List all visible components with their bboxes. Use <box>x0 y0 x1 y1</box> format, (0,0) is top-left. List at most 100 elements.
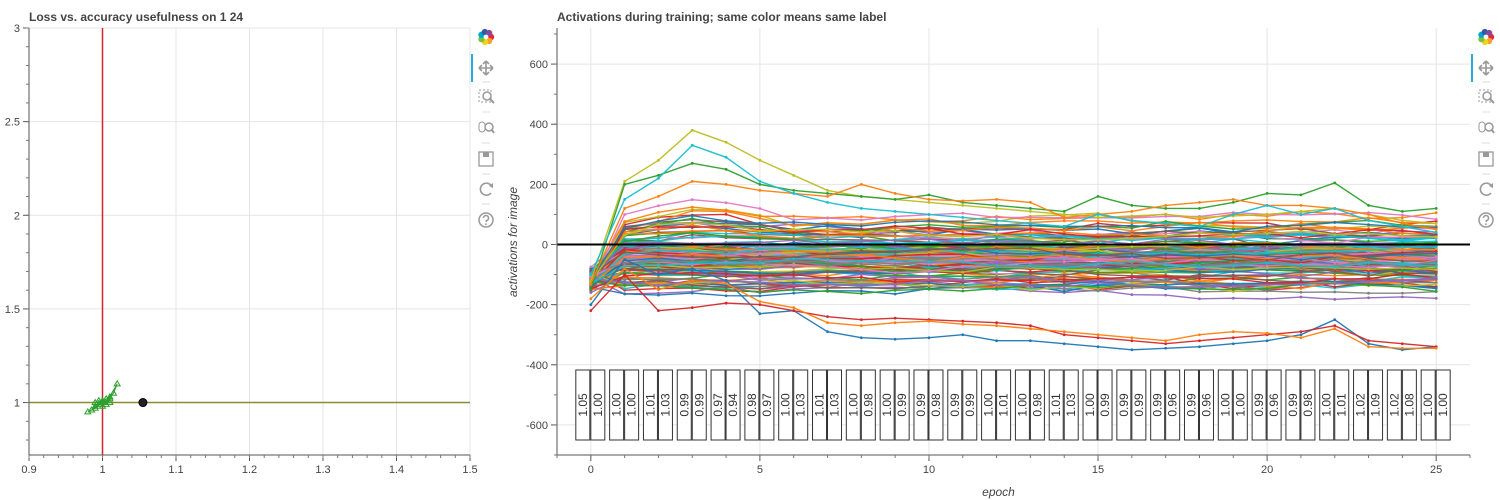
activation-series-point <box>1231 296 1235 300</box>
annotation-value-b: 1.03 <box>794 393 808 417</box>
activation-series-point <box>1164 237 1168 241</box>
activation-series-highlighted-point <box>1029 207 1032 210</box>
help-icon[interactable] <box>478 212 494 228</box>
annotation-box <box>1183 369 1199 441</box>
reset-icon[interactable] <box>1479 182 1493 196</box>
save-icon[interactable] <box>478 151 494 167</box>
annotation-box <box>710 369 726 441</box>
activation-series-point <box>792 270 796 274</box>
activation-series-highlighted-point <box>961 204 965 207</box>
activation-series-point <box>893 239 897 242</box>
reset-icon[interactable] <box>479 182 493 196</box>
activation-series-highlighted-point <box>1029 327 1032 331</box>
pan-icon[interactable] <box>478 60 494 76</box>
activation-series-point <box>1333 261 1337 264</box>
activation-series-point <box>1434 255 1438 259</box>
activation-series-point <box>1198 270 1201 274</box>
wheel-zoom-icon[interactable] <box>1478 121 1495 134</box>
activation-series-highlighted-point <box>690 161 694 165</box>
activation-series-highlighted-point <box>927 198 931 201</box>
activation-series-point <box>1130 286 1134 290</box>
bokeh-logo-petal <box>485 29 493 37</box>
activation-series <box>590 246 1437 285</box>
activation-series-point <box>1231 288 1235 291</box>
activation-series-highlighted-point <box>1029 339 1032 343</box>
activation-series-point <box>1434 296 1438 300</box>
activations-plot[interactable]: Activations during training; same color … <box>506 10 1471 499</box>
activation-series-point <box>1265 287 1269 290</box>
activation-series-point <box>1130 264 1134 268</box>
activation-series-point <box>1029 258 1032 262</box>
activation-series-point <box>1265 254 1269 257</box>
activation-series-point <box>826 258 829 261</box>
activation-series-highlighted-point <box>1400 222 1404 225</box>
activation-series-point <box>927 270 931 273</box>
wheel-zoom-icon[interactable] <box>478 121 495 134</box>
activation-series-point <box>623 233 627 237</box>
activation-series-point <box>1367 239 1370 243</box>
activation-series-highlighted-point <box>1029 324 1032 328</box>
activation-series-point <box>1367 296 1370 300</box>
annotation-value-a: 1.00 <box>610 393 624 417</box>
activation-series-point <box>893 224 897 228</box>
activation-series-point <box>690 286 694 290</box>
activation-series-point <box>623 248 627 251</box>
activation-series-point <box>690 291 694 295</box>
activation-series-point <box>1096 254 1100 257</box>
activation-series-point <box>1231 237 1235 241</box>
activation-series-point <box>1062 260 1066 264</box>
box-zoom-icon[interactable] <box>478 89 495 104</box>
trajectory-point <box>94 396 103 404</box>
activation-series-point <box>826 280 829 284</box>
save-icon[interactable] <box>1478 151 1494 167</box>
activation-series-highlighted-point <box>623 182 627 186</box>
loss-accuracy-plot[interactable]: Loss vs. accuracy usefulness on 1 24 0.9… <box>5 10 478 476</box>
activation-series-point <box>1400 247 1404 251</box>
activation-series-point <box>893 283 897 287</box>
box-zoom-icon[interactable] <box>1478 89 1495 104</box>
activation-series-point <box>961 229 965 232</box>
annotation-box <box>793 369 809 441</box>
activation-series-highlighted-point <box>1096 345 1100 349</box>
activation-series-highlighted-point <box>893 210 897 213</box>
activation-series-point <box>657 283 660 287</box>
left-x-tick-label: 1.2 <box>242 464 257 476</box>
activation-series-point <box>758 247 762 251</box>
help-icon[interactable] <box>1478 212 1494 228</box>
activation-series-highlighted-point <box>724 279 728 282</box>
trajectory-point <box>105 398 114 406</box>
activation-series-point <box>1130 283 1134 287</box>
activation-series-point <box>758 271 762 275</box>
activation-series-point <box>758 267 762 271</box>
activation-series-point <box>758 214 762 218</box>
activation-series-point <box>657 210 660 214</box>
activation-series-point <box>1062 277 1066 281</box>
activation-series-point <box>1400 216 1404 220</box>
left-x-tick-label: 0.9 <box>21 464 36 476</box>
activation-series-point <box>1164 229 1168 233</box>
activation-series-point <box>859 245 863 249</box>
activation-series <box>590 271 1437 290</box>
activation-series-point <box>690 273 694 277</box>
activation-series-highlighted-point <box>690 143 694 147</box>
activation-series-point <box>792 247 796 250</box>
activation-series-point <box>995 233 998 236</box>
annotation-value-b: 0.99 <box>1098 393 1112 417</box>
activation-series-point <box>724 223 728 227</box>
activation-series-point <box>1198 280 1201 283</box>
annotation-value-b: 0.98 <box>1301 393 1315 417</box>
activation-series-point <box>995 249 998 253</box>
activation-series-highlighted-point <box>792 173 796 177</box>
activation-series-point <box>1231 282 1235 286</box>
activation-series-point <box>1265 251 1269 255</box>
activation-series-point <box>657 223 660 226</box>
activation-series-point <box>724 232 728 236</box>
activation-series-point <box>1096 224 1100 228</box>
left-x-tick-label: 1.1 <box>168 464 183 476</box>
activation-series-point <box>859 268 863 271</box>
activation-series-highlighted-point <box>1130 210 1134 213</box>
activation-series-point <box>690 252 694 256</box>
activation-series-highlighted-point <box>1231 342 1235 346</box>
activation-series-point <box>1231 268 1235 271</box>
pan-icon[interactable] <box>1478 60 1494 76</box>
